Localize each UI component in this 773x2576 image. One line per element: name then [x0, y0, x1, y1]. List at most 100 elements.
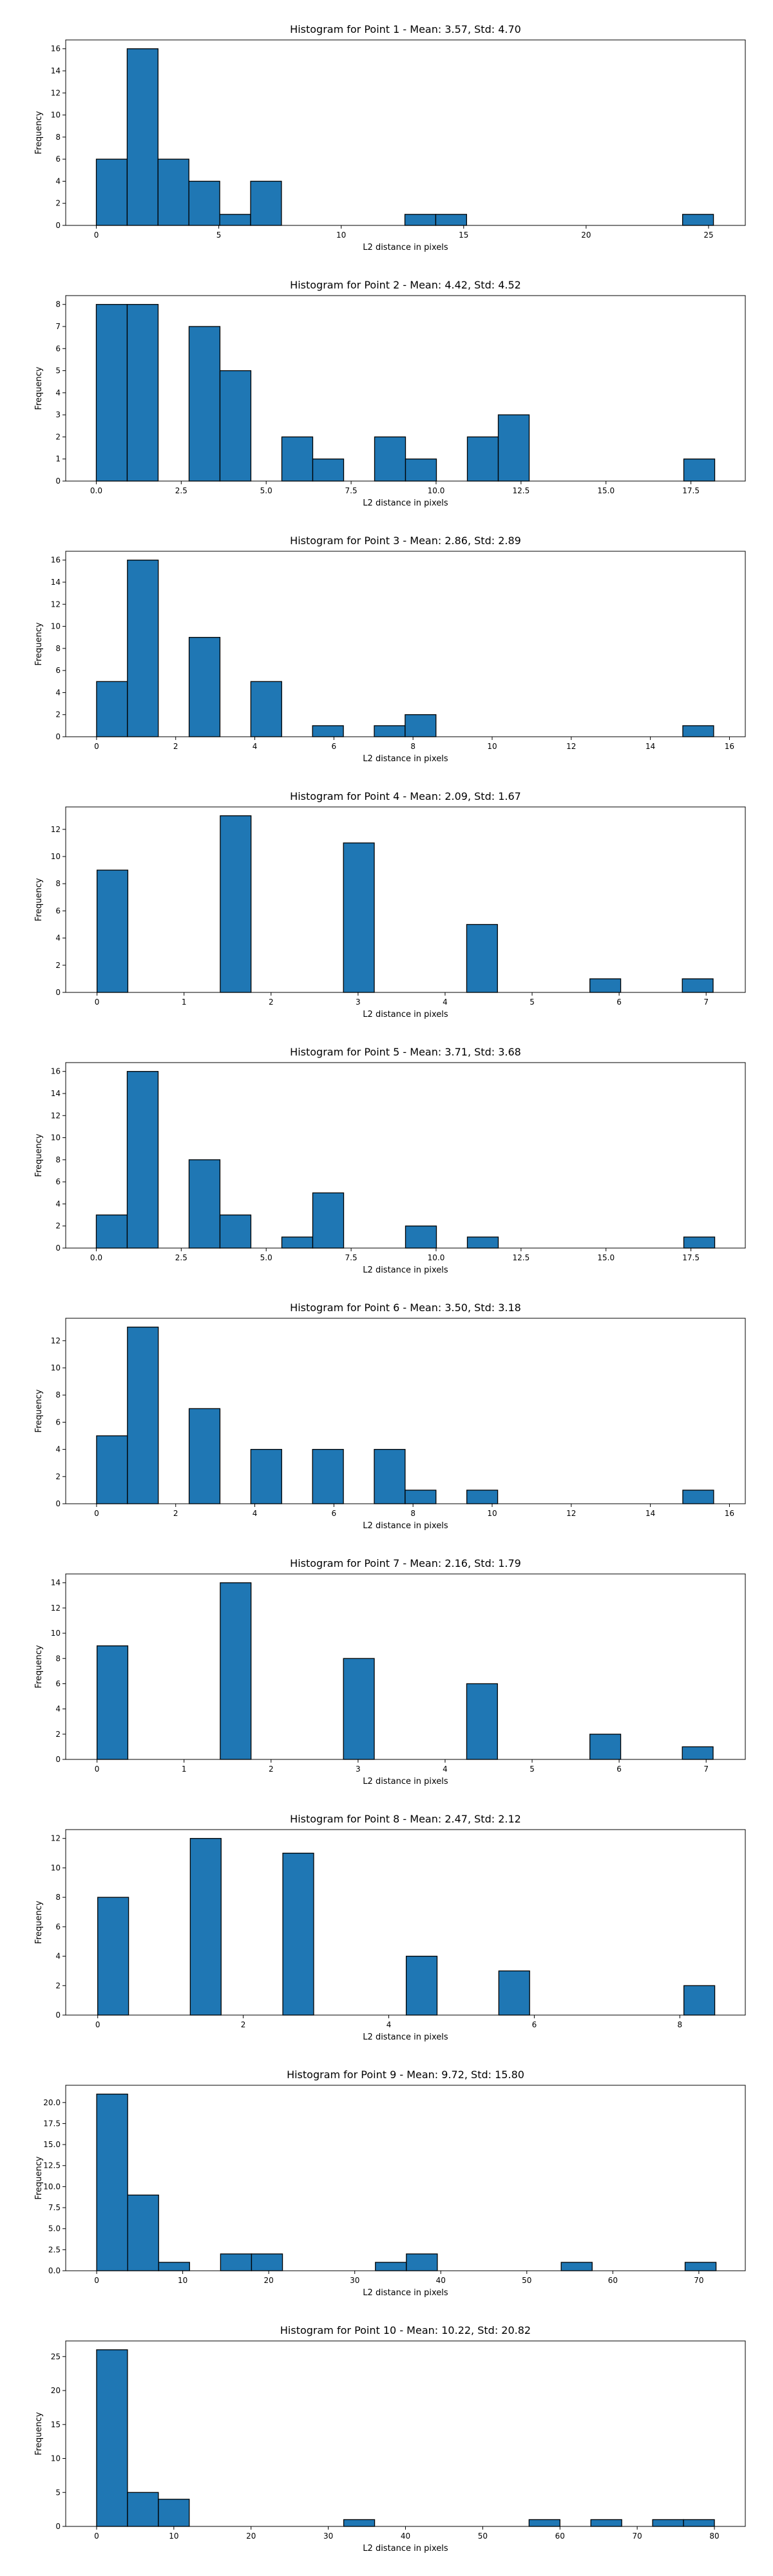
- histogram-bar: [683, 1236, 716, 1249]
- histogram-bar: [374, 436, 406, 482]
- y-tick-label: 6: [55, 344, 61, 353]
- y-tick-label: 10: [51, 622, 61, 631]
- x-tick-label: 4: [253, 1509, 258, 1518]
- x-axis-label: L2 distance in pixels: [363, 2544, 448, 2553]
- y-tick-label: 0: [55, 221, 61, 230]
- y-tick-label: 8: [55, 879, 61, 888]
- x-tick-label: 15.0: [597, 486, 615, 495]
- histogram-bar: [250, 180, 282, 226]
- y-tick-label: 2: [55, 1472, 61, 1481]
- y-tick-label: 12.5: [43, 2161, 61, 2170]
- histogram-bar: [158, 2262, 190, 2271]
- x-tick-label: 2.5: [175, 1253, 187, 1262]
- histogram-bar: [589, 1734, 622, 1760]
- x-tick-label: 4: [443, 1765, 448, 1774]
- y-tick-label: 12: [51, 88, 61, 97]
- x-tick-label: 1: [182, 1765, 187, 1774]
- x-tick-label: 5: [216, 231, 222, 240]
- x-axis-label: L2 distance in pixels: [363, 243, 448, 252]
- x-tick-label: 0.0: [90, 1253, 102, 1262]
- y-tick-label: 2: [55, 432, 61, 441]
- y-tick-label: 10: [51, 2454, 61, 2463]
- x-tick-label: 7: [703, 1765, 709, 1774]
- y-tick-label: 8: [55, 1654, 61, 1663]
- y-axis-label: Frequency: [34, 2412, 44, 2455]
- histogram-bar: [127, 1327, 159, 1504]
- y-tick-label: 2: [55, 1730, 61, 1739]
- chart-title: Histogram for Point 3 - Mean: 2.86, Std:…: [290, 535, 521, 547]
- histogram-bar: [343, 842, 375, 993]
- histogram-bar: [312, 1192, 345, 1249]
- y-tick-label: 12: [51, 825, 61, 834]
- histogram-bar: [97, 1897, 129, 2016]
- x-tick-label: 50: [522, 2276, 531, 2285]
- x-tick-label: 6: [616, 1765, 622, 1774]
- x-tick-label: 20: [264, 2276, 274, 2285]
- y-tick-label: 6: [55, 1417, 61, 1426]
- x-tick-label: 20: [581, 231, 591, 240]
- y-tick-label: 16: [51, 556, 61, 565]
- histogram-bar: [220, 2253, 253, 2271]
- y-axis-label: Frequency: [34, 2156, 44, 2199]
- histogram-bar: [250, 681, 282, 737]
- chart-panel-4: Histogram for Point 4 - Mean: 2.09, Std:…: [34, 790, 746, 1019]
- x-axis-label: L2 distance in pixels: [363, 2032, 448, 2042]
- y-tick-label: 0: [55, 1499, 61, 1508]
- x-tick-label: 0.0: [90, 486, 102, 495]
- histogram-bar: [375, 2262, 407, 2271]
- x-tick-label: 17.5: [682, 1253, 700, 1262]
- histogram-bar: [560, 2262, 593, 2271]
- y-axis-label: Frequency: [34, 622, 44, 665]
- plot-frame: [65, 2085, 746, 2271]
- y-tick-label: 6: [55, 1177, 61, 1186]
- y-tick-label: 10: [51, 852, 61, 861]
- histogram-bar: [281, 436, 314, 482]
- y-tick-label: 0: [55, 2522, 61, 2531]
- y-tick-label: 8: [55, 644, 61, 653]
- x-tick-label: 3: [356, 1765, 361, 1774]
- x-tick-label: 12: [566, 742, 576, 751]
- histogram-bar: [158, 2499, 190, 2527]
- histogram-bar: [188, 1159, 221, 1249]
- histogram-bar: [219, 214, 251, 226]
- y-tick-label: 6: [55, 906, 61, 915]
- y-tick-label: 4: [55, 1445, 61, 1454]
- histogram-bar: [95, 1214, 128, 1249]
- histogram-bar: [188, 180, 220, 226]
- plot-frame: [65, 295, 746, 482]
- histogram-bar: [96, 1645, 129, 1760]
- chart-panel-8: Histogram for Point 8 - Mean: 2.47, Std:…: [34, 1813, 746, 2042]
- histogram-bar: [528, 2519, 560, 2527]
- plot-frame: [65, 1573, 746, 1760]
- histogram-bar: [435, 214, 468, 226]
- y-tick-label: 12: [51, 600, 61, 609]
- x-tick-label: 16: [725, 1509, 734, 1518]
- histogram-bar: [466, 1490, 499, 1504]
- histogram-bar: [220, 1582, 252, 1760]
- histogram-bar: [312, 725, 344, 737]
- chart-panel-1: Histogram for Point 1 - Mean: 3.57, Std:…: [34, 23, 746, 252]
- y-tick-label: 4: [55, 176, 61, 185]
- x-tick-label: 7.5: [345, 486, 358, 495]
- y-tick-label: 4: [55, 1199, 61, 1208]
- y-tick-label: 0: [55, 988, 61, 997]
- y-tick-label: 20.0: [43, 2098, 61, 2107]
- y-tick-label: 10: [51, 111, 61, 120]
- histogram-bar: [498, 1970, 530, 2016]
- y-tick-label: 16: [51, 44, 61, 53]
- x-tick-label: 40: [436, 2276, 446, 2285]
- y-tick-label: 8: [55, 1893, 61, 1902]
- histogram-bar: [219, 1214, 252, 1249]
- y-tick-label: 15: [51, 2420, 61, 2429]
- histogram-bar: [95, 304, 128, 482]
- x-tick-label: 2.5: [175, 486, 187, 495]
- chart-title: Histogram for Point 4 - Mean: 2.09, Std:…: [290, 790, 521, 802]
- histogram-bar: [589, 978, 622, 993]
- histogram-bar: [590, 2519, 622, 2527]
- x-tick-label: 5.0: [260, 486, 272, 495]
- y-tick-label: 7.5: [48, 2203, 61, 2212]
- x-tick-label: 6: [332, 742, 337, 751]
- histogram-bar: [96, 2349, 128, 2527]
- y-axis-label: Frequency: [34, 111, 44, 154]
